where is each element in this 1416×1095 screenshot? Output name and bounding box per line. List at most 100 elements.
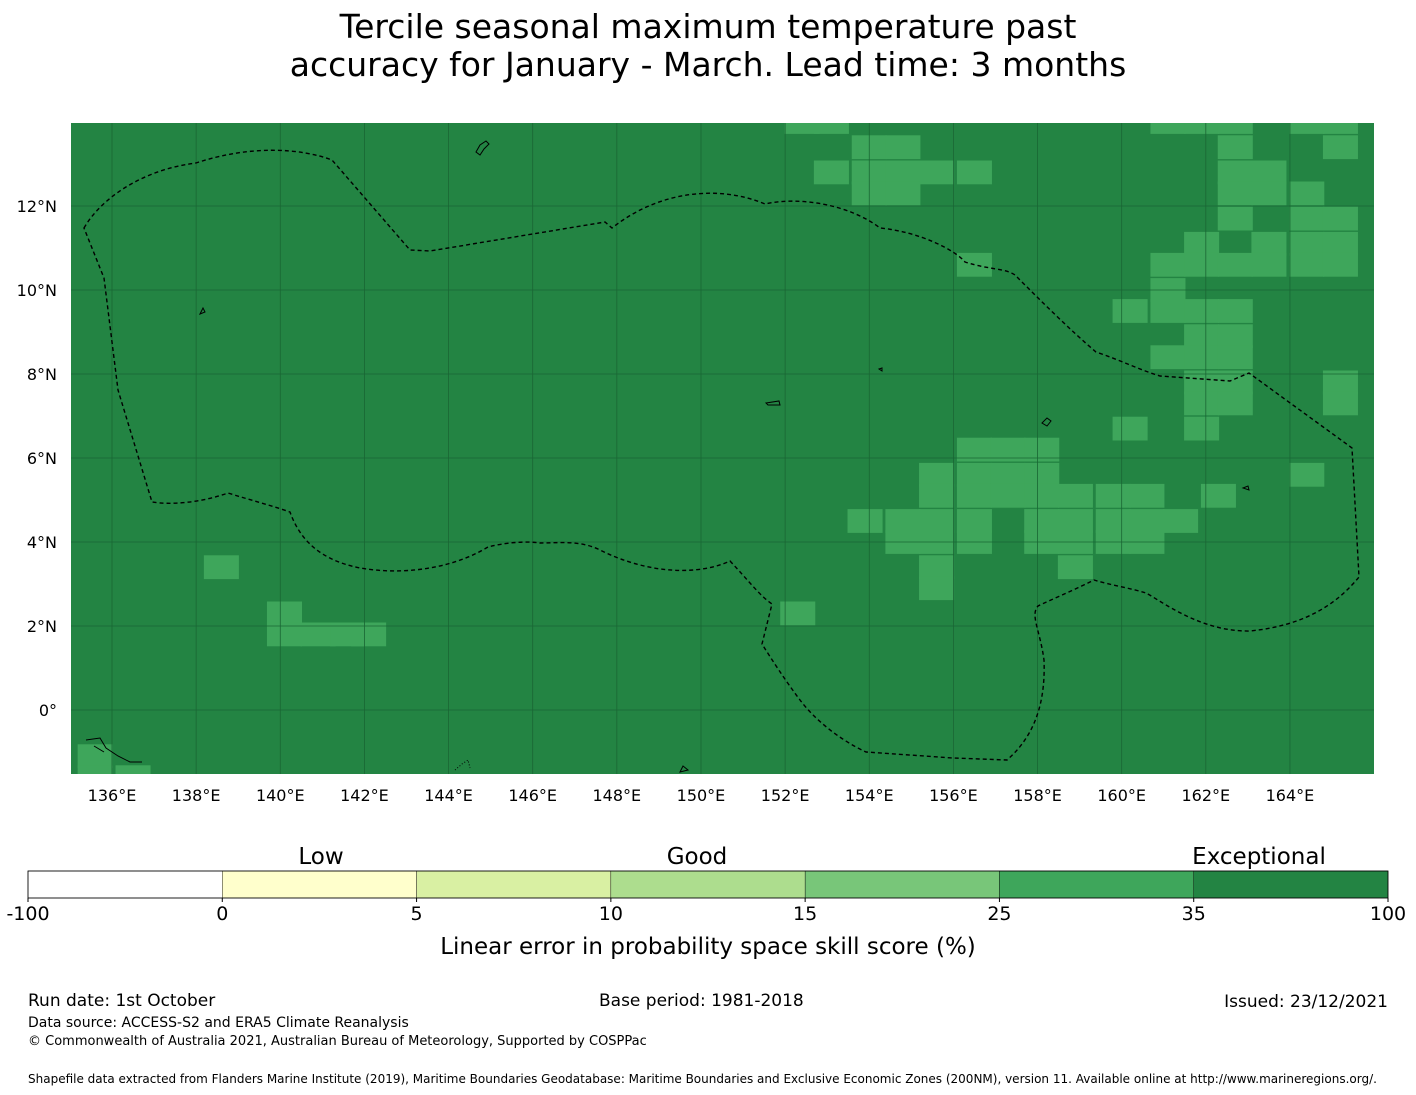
skill-cell bbox=[77, 765, 113, 774]
skill-cell bbox=[1217, 299, 1253, 323]
shapefile-credit: Shapefile data extracted from Flanders M… bbox=[28, 1072, 1377, 1086]
skill-cell bbox=[1184, 231, 1220, 256]
latitude-label: 2°N bbox=[27, 617, 57, 636]
longitude-label: 164°E bbox=[1266, 786, 1315, 805]
skill-cell bbox=[1200, 483, 1236, 508]
skill-cell bbox=[1322, 391, 1358, 416]
longitude-label: 156°E bbox=[929, 786, 978, 805]
longitude-label: 160°E bbox=[1097, 786, 1146, 805]
skill-cell bbox=[1322, 231, 1358, 256]
skill-cell bbox=[885, 181, 921, 206]
skill-cell bbox=[1184, 416, 1220, 441]
graticule bbox=[71, 123, 1374, 774]
longitude-label: 136°E bbox=[88, 786, 137, 805]
latitude-label: 12°N bbox=[17, 197, 57, 216]
skill-cell bbox=[1150, 299, 1186, 323]
skill-cell bbox=[919, 160, 955, 185]
copyright: © Commonwealth of Australia 2021, Austra… bbox=[28, 1034, 647, 1049]
skill-cell bbox=[1217, 391, 1253, 416]
skill-cell bbox=[956, 437, 992, 462]
skill-cell bbox=[1217, 252, 1253, 277]
eez-boundary bbox=[83, 149, 1360, 761]
colorbar: Low Good Exceptional -100 0 5 10 15 25 35 100 L… bbox=[6, 844, 1406, 960]
island bbox=[1041, 417, 1052, 427]
skill-cell bbox=[919, 555, 955, 580]
skill-cell bbox=[990, 483, 1026, 508]
skill-cell bbox=[1289, 181, 1325, 206]
skill-cell bbox=[1184, 391, 1220, 416]
colorbar-outline bbox=[27, 870, 1389, 899]
skill-cell bbox=[1184, 324, 1220, 349]
skill-cell bbox=[1024, 462, 1060, 487]
colorbar-segment bbox=[416, 870, 612, 899]
map-title-line-1: Tercile seasonal maximum temperature pas… bbox=[339, 7, 1077, 46]
colorbar-segment bbox=[222, 870, 417, 899]
skill-cell bbox=[784, 123, 820, 134]
skill-cell bbox=[1024, 437, 1060, 462]
colorbar-tick-label: 25 bbox=[987, 903, 1011, 925]
island bbox=[475, 140, 490, 156]
skill-cell bbox=[780, 601, 816, 626]
skill-cell bbox=[885, 509, 921, 533]
colorbar-label: Linear error in probability space skill … bbox=[440, 934, 976, 960]
map-area bbox=[71, 123, 1374, 774]
skill-cell bbox=[919, 509, 955, 533]
latitude-label: 0° bbox=[39, 701, 57, 720]
category-good: Good bbox=[667, 844, 728, 870]
longitude-label: 152°E bbox=[761, 786, 810, 805]
longitude-label: 148°E bbox=[593, 786, 642, 805]
colorbar-segment bbox=[610, 870, 806, 899]
skill-cell bbox=[1184, 299, 1220, 323]
longitude-label: 158°E bbox=[1013, 786, 1062, 805]
longitude-label: 144°E bbox=[424, 786, 473, 805]
skill-cell bbox=[1184, 345, 1220, 370]
colorbar-segments bbox=[27, 870, 1389, 899]
longitude-label: 138°E bbox=[172, 786, 221, 805]
skill-cell bbox=[1322, 135, 1358, 160]
skill-cell bbox=[1150, 252, 1186, 277]
colorbar-segment bbox=[999, 870, 1194, 899]
skill-cell bbox=[1217, 370, 1253, 395]
skill-cell bbox=[1251, 160, 1287, 185]
data-source: Data source: ACCESS-S2 and ERA5 Climate … bbox=[28, 1015, 409, 1031]
skill-cell bbox=[1112, 299, 1148, 323]
skill-cell bbox=[1024, 509, 1060, 533]
skill-cell bbox=[1184, 123, 1220, 134]
coastline-palau bbox=[85, 737, 142, 763]
skill-cell bbox=[1217, 135, 1253, 160]
skill-cell bbox=[813, 160, 849, 185]
skill-cell bbox=[1251, 252, 1287, 277]
skill-cell bbox=[1095, 483, 1131, 508]
longitude-labels: 136°E 138°E 140°E 142°E 144°E 146°E 148°E 150°E… bbox=[88, 786, 1315, 805]
skill-cell bbox=[1057, 483, 1093, 508]
skill-cell bbox=[990, 462, 1026, 487]
latitude-label: 10°N bbox=[17, 281, 57, 300]
skill-cell bbox=[1289, 123, 1325, 134]
skill-cell bbox=[885, 160, 921, 185]
skill-cell bbox=[1129, 483, 1165, 508]
island bbox=[679, 765, 690, 773]
longitude-label: 142°E bbox=[340, 786, 389, 805]
skill-cell bbox=[1150, 345, 1186, 370]
skill-cell bbox=[1217, 160, 1253, 185]
skill-cell bbox=[919, 462, 955, 487]
skill-cell bbox=[1024, 483, 1060, 508]
skill-cell bbox=[1129, 509, 1165, 533]
skill-cell bbox=[1057, 509, 1093, 533]
skill-cell bbox=[1095, 509, 1131, 533]
skill-cell bbox=[956, 509, 992, 533]
skill-cell bbox=[990, 437, 1026, 462]
category-low: Low bbox=[298, 844, 343, 870]
skill-cell bbox=[885, 135, 921, 160]
skill-cell bbox=[1251, 181, 1287, 206]
issued-date: Issued: 23/12/2021 bbox=[1224, 992, 1388, 1012]
island bbox=[454, 759, 471, 771]
skill-cell bbox=[1322, 206, 1358, 231]
skill-cell bbox=[1057, 555, 1093, 580]
skill-cell bbox=[1217, 123, 1253, 134]
longitude-label: 140°E bbox=[256, 786, 305, 805]
latitude-label: 6°N bbox=[27, 449, 57, 468]
skill-cell bbox=[1184, 252, 1220, 277]
colorbar-tick-label: 100 bbox=[1370, 903, 1406, 925]
skill-cell bbox=[1289, 252, 1325, 277]
